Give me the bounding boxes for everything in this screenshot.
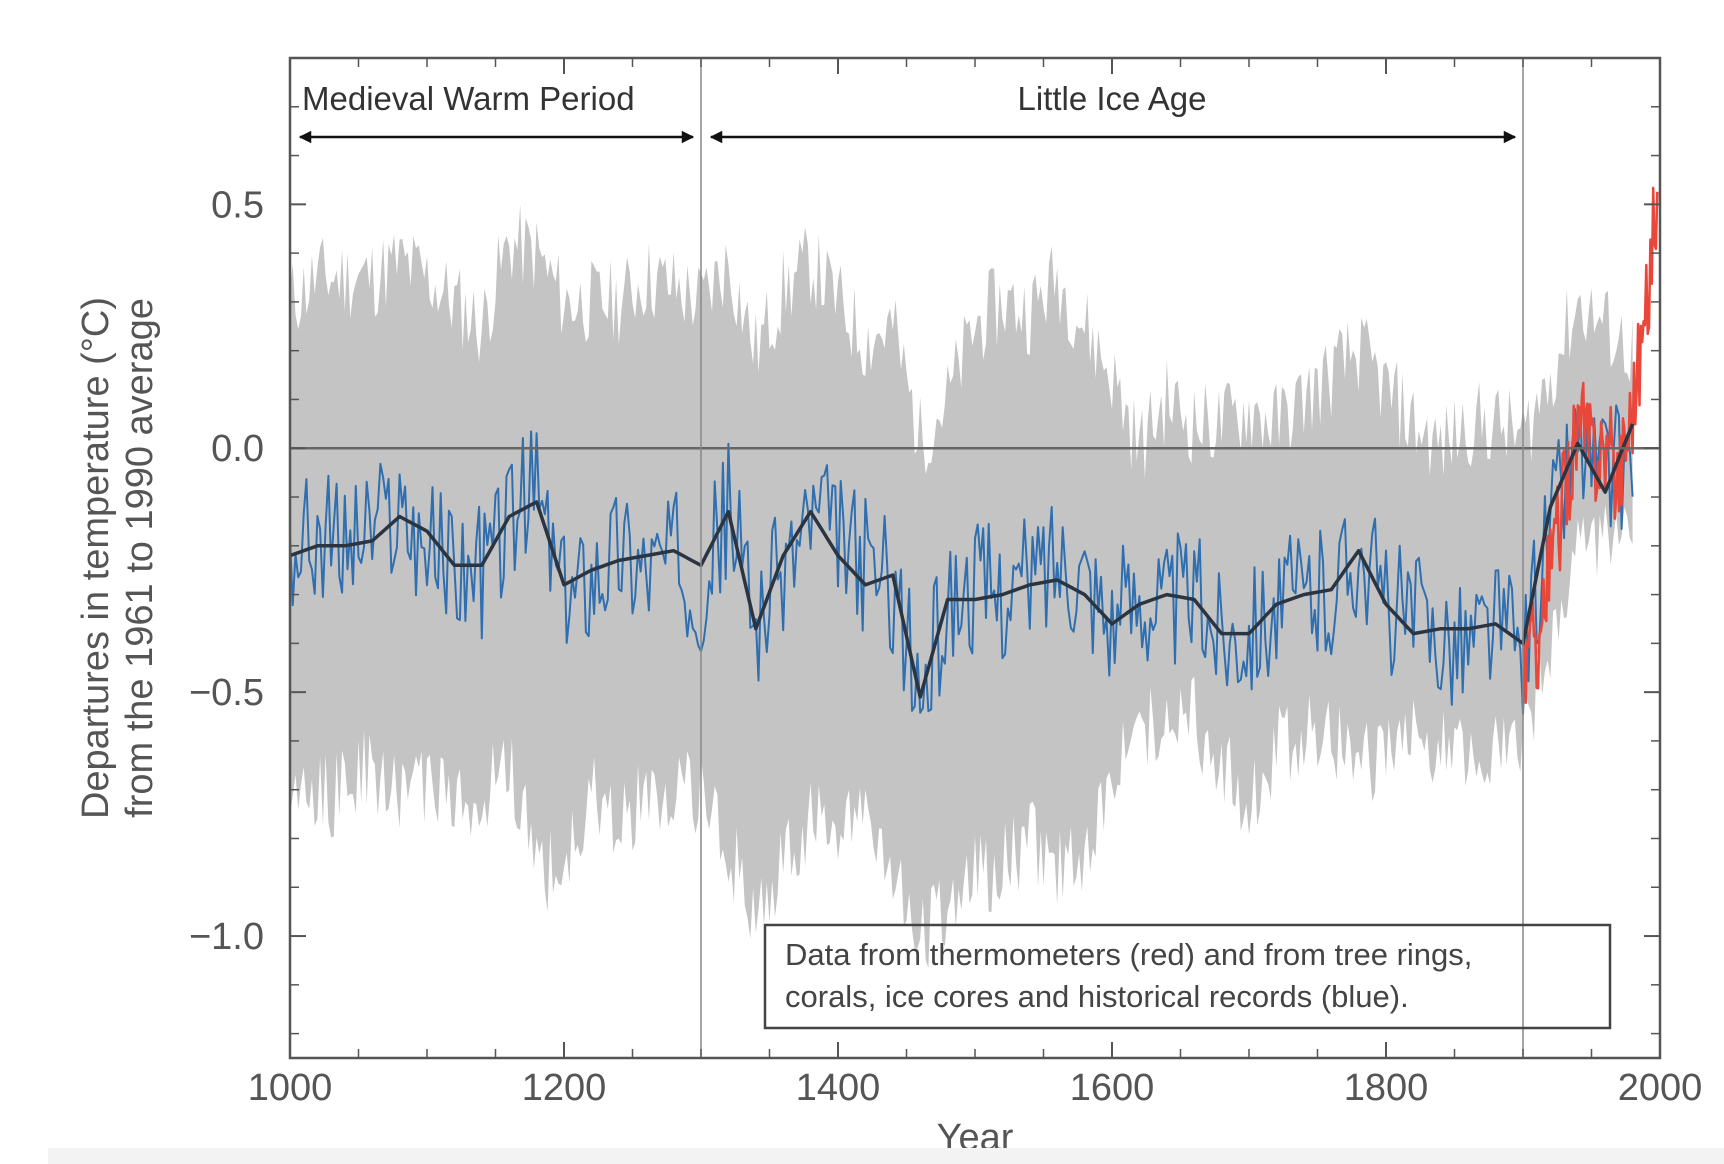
x-tick-label: 1200 [522, 1067, 607, 1109]
annotation-line-1: Data from thermometers (red) and from tr… [785, 937, 1472, 972]
period-label-1: Medieval Warm Period [302, 80, 635, 117]
uncertainty-band [290, 204, 1633, 969]
x-tick-label: 1400 [796, 1067, 881, 1109]
y-tick-label: 0.0 [211, 428, 264, 470]
annotation-line-2: corals, ice cores and historical records… [785, 979, 1409, 1014]
series-lines-layer [289, 186, 1659, 715]
tick-layer: 1000 1200 1400 1600 1800 2000 0.5 0.0 −0.5 −1.0 [189, 58, 1702, 1109]
x-tick-label: 1800 [1344, 1067, 1429, 1109]
period-label-2: Little Ice Age [1018, 80, 1207, 117]
period-layer: Medieval Warm Period Little Ice Age [298, 80, 1517, 144]
x-tick-label: 2000 [1618, 1067, 1703, 1109]
y-axis-title-line-1: Departures in temperature (°C) [75, 297, 117, 819]
y-tick-label: −0.5 [189, 672, 264, 714]
annotation-box [763, 923, 1612, 1030]
bottom-strip [48, 1148, 1724, 1164]
x-tick-label: 1600 [1070, 1067, 1155, 1109]
x-tick-label: 1000 [248, 1067, 333, 1109]
uncertainty-band-layer [290, 204, 1633, 969]
instrumental-series-line [1521, 186, 1659, 705]
annotation-layer: Data from thermometers (red) and from tr… [763, 923, 1612, 1030]
y-tick-label: 0.5 [211, 184, 264, 226]
y-tick-label: −1.0 [189, 916, 264, 958]
proxy-series-line [289, 404, 1634, 715]
y-axis-title-line-2: from the 1961 to 1990 average [119, 298, 161, 818]
smoothed-series-line [289, 423, 1635, 699]
